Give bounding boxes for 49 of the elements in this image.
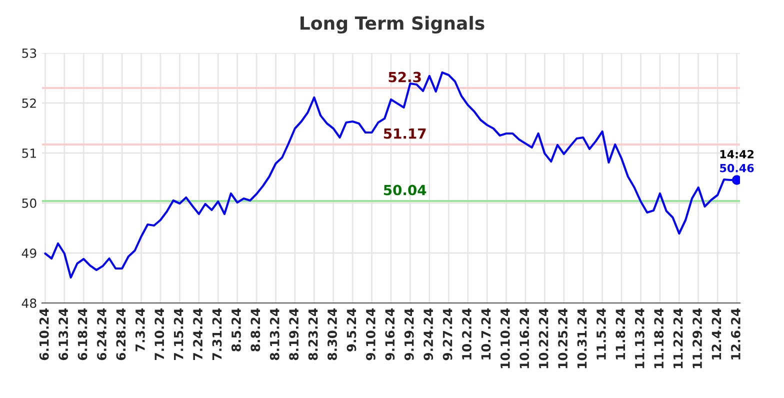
x-tick-label: 8.19.24 bbox=[289, 308, 299, 360]
x-tick-label: 9.24.24 bbox=[424, 308, 434, 360]
y-tick-label: 50 bbox=[22, 198, 36, 208]
x-tick-label: 10.10.24 bbox=[500, 308, 510, 368]
ref-line-label: 52.3 bbox=[388, 72, 421, 82]
x-tick-label: 10.16.24 bbox=[520, 308, 530, 368]
x-tick-label: 9.27.24 bbox=[442, 308, 452, 360]
y-tick-label: 51 bbox=[22, 148, 36, 158]
x-tick-label: 9.10.24 bbox=[366, 308, 376, 360]
x-tick-label: 10.31.24 bbox=[577, 308, 587, 368]
x-tick-label: 10.25.24 bbox=[558, 308, 568, 368]
x-tick-label: 11.13.24 bbox=[634, 308, 644, 368]
x-tick-label: 8.8.24 bbox=[250, 308, 260, 352]
x-tick-label: 8.23.24 bbox=[308, 308, 318, 360]
x-tick-label: 9.5.24 bbox=[346, 308, 356, 352]
x-tick-label: 7.31.24 bbox=[212, 308, 222, 360]
x-tick-label: 12.4.24 bbox=[712, 308, 722, 360]
chart-title: Long Term Signals bbox=[300, 16, 484, 34]
x-tick-label: 10.2.24 bbox=[462, 308, 472, 360]
x-tick-label: 6.28.24 bbox=[116, 308, 126, 360]
x-tick-label: 6.13.24 bbox=[58, 308, 68, 360]
x-tick-label: 7.15.24 bbox=[174, 308, 184, 360]
x-tick-label: 11.29.24 bbox=[692, 308, 702, 368]
x-tick-label: 6.24.24 bbox=[97, 308, 106, 360]
ref-line-label: 51.17 bbox=[384, 128, 426, 139]
x-tick-label: 8.5.24 bbox=[231, 308, 241, 352]
x-tick-label: 11.5.24 bbox=[596, 308, 606, 360]
x-tick-label: 8.30.24 bbox=[328, 308, 337, 360]
annotation: 50.46 bbox=[720, 164, 754, 172]
y-tick-label: 49 bbox=[22, 248, 36, 258]
x-tick-label: 12.6.24 bbox=[730, 308, 740, 360]
x-tick-label: 10.22.24 bbox=[538, 308, 548, 368]
x-tick-label: 6.10.24 bbox=[39, 308, 49, 360]
x-tick-label: 7.10.24 bbox=[154, 308, 164, 360]
y-tick-label: 52 bbox=[22, 98, 36, 108]
x-tick-label: 8.13.24 bbox=[270, 308, 280, 360]
x-tick-label: 11.18.24 bbox=[654, 308, 664, 368]
x-tick-label: 9.16.24 bbox=[385, 308, 395, 360]
y-tick-label: 53 bbox=[22, 48, 36, 58]
x-tick-label: 9.19.24 bbox=[404, 308, 414, 360]
x-tick-label: 6.18.24 bbox=[78, 308, 88, 360]
x-tick-label: 11.22.24 bbox=[673, 308, 683, 368]
ref-line-label: 50.04 bbox=[384, 184, 426, 196]
x-tick-label: 7.3.24 bbox=[135, 308, 145, 352]
x-tick-label: 10.7.24 bbox=[481, 308, 491, 360]
y-tick-label: 48 bbox=[22, 298, 36, 308]
x-tick-label: 11.8.24 bbox=[616, 308, 626, 360]
x-tick-label: 7.24.24 bbox=[193, 308, 202, 360]
annotation: 14:42 bbox=[720, 150, 754, 158]
